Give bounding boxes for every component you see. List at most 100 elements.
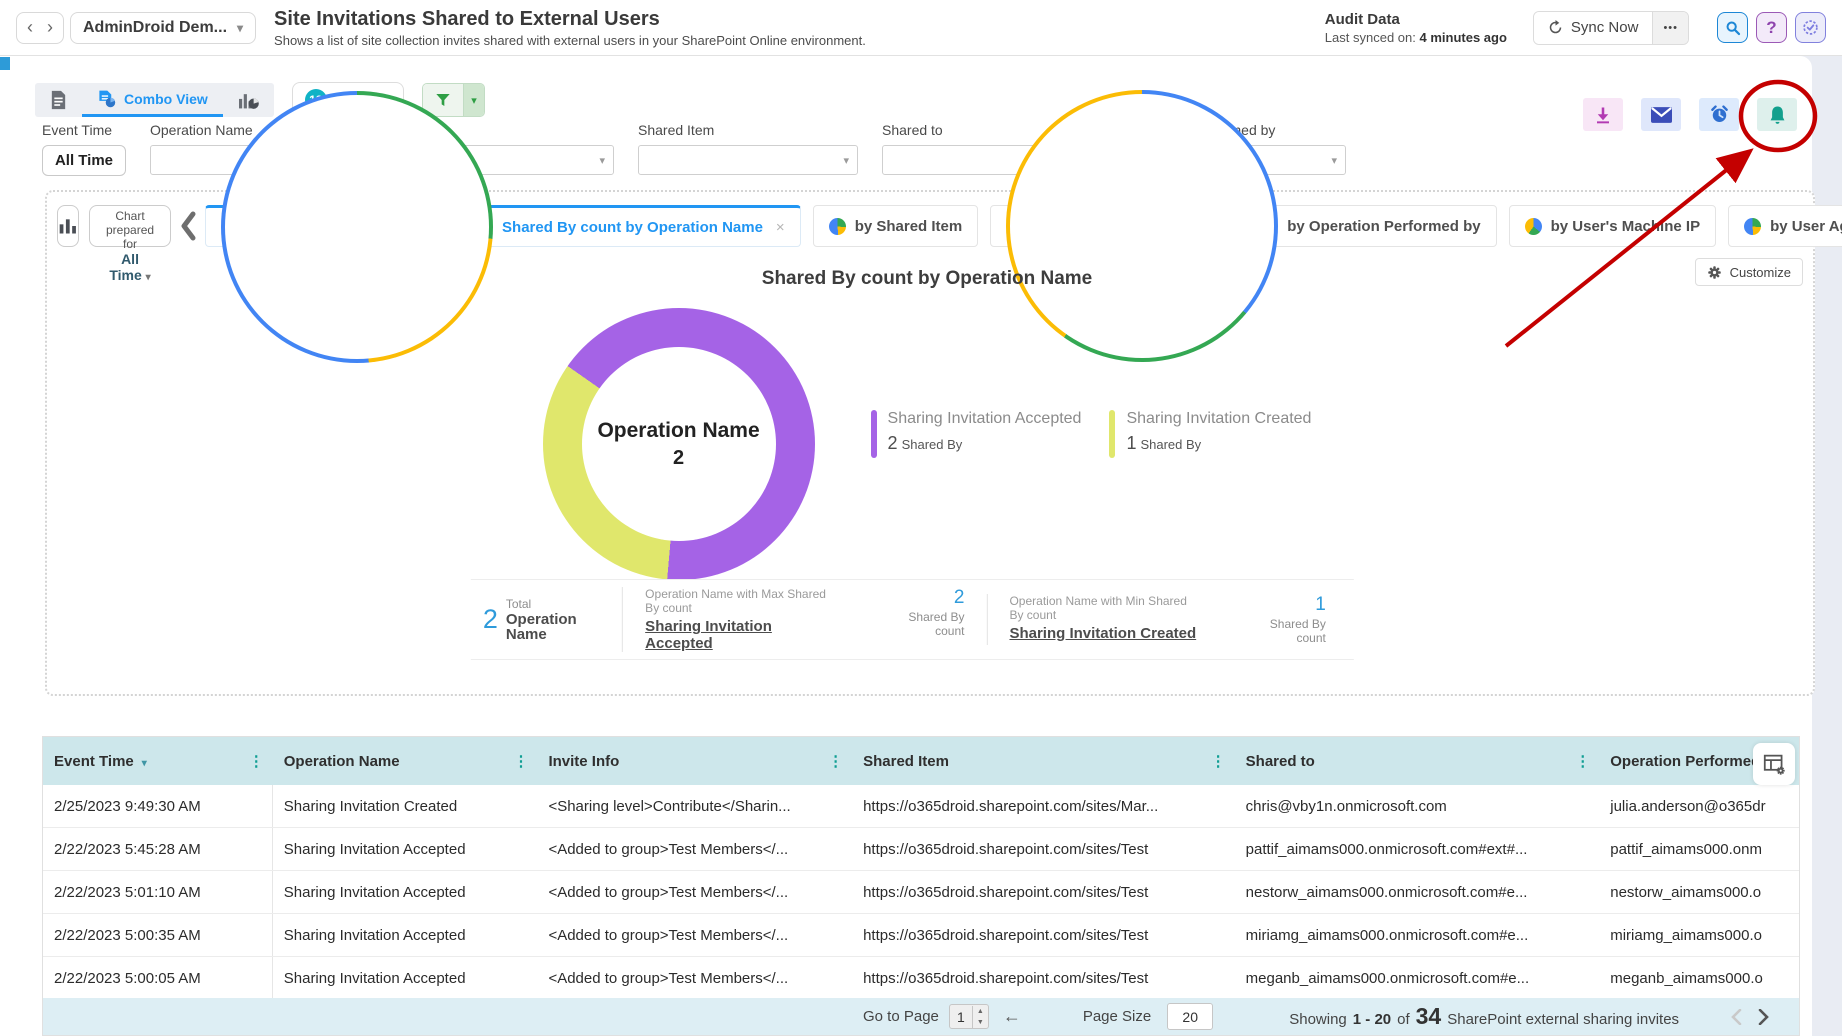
chart-carousel-left-button[interactable] [179, 211, 197, 241]
schedule-button[interactable] [1699, 98, 1739, 131]
chart-list-button[interactable] [57, 205, 79, 247]
combo-view-tab[interactable]: Combo View [82, 83, 223, 117]
page-number-value: 1 [949, 1008, 972, 1025]
chevron-down-icon: ▾ [237, 20, 244, 35]
filter-event-time: Event Time All Time [42, 122, 126, 176]
event-time-filter-button[interactable]: All Time [42, 145, 126, 176]
refresh-icon [1549, 20, 1562, 34]
sync-more-options-button[interactable]: ••• [1652, 11, 1688, 44]
chevron-down-icon: ▾ [471, 94, 477, 107]
column-menu-icon[interactable]: ⋮ [513, 753, 529, 770]
task-status-button[interactable] [1795, 12, 1826, 43]
column-menu-icon[interactable]: ⋮ [1575, 753, 1591, 770]
step-up-icon[interactable]: ▲ [976, 1007, 984, 1015]
donut-chart-icon [221, 91, 494, 363]
column-menu-icon[interactable]: ⋮ [1210, 753, 1226, 770]
chart-tab-by-users-machine-ip[interactable]: by User's Machine IP [1508, 205, 1717, 247]
help-button[interactable]: ? [1756, 12, 1787, 43]
report-action-icons [1583, 98, 1797, 131]
page-number-stepper[interactable]: 1 ▲ ▼ [948, 1004, 989, 1029]
chevron-right-icon [1758, 1008, 1769, 1025]
entity-label: SharePoint external sharing invites [1447, 1011, 1680, 1028]
chevron-left-icon [181, 211, 196, 241]
results-table: Event Time ▾ ⋮ Operation Name ⋮ Invite Inf… [42, 736, 1800, 1036]
view-mode-tabs: Combo View [35, 83, 274, 117]
table-row[interactable]: 2/25/2023 9:49:30 AM Sharing Invitation … [43, 785, 1799, 828]
table-row[interactable]: 2/22/2023 5:00:05 AM Sharing Invitation … [43, 957, 1799, 1000]
close-icon[interactable]: × [775, 218, 785, 236]
filter-shared-to: Shared to ▾ [882, 122, 1102, 176]
chart-tab-by-operation-performed-by[interactable]: by Operation Performed by [990, 90, 1497, 362]
check-circle-icon [1803, 20, 1818, 35]
alerts-bell-button[interactable] [1757, 98, 1797, 131]
back-icon[interactable]: ‹ [27, 17, 33, 37]
summary-max-name-link[interactable]: Sharing Invitation Accepted [645, 618, 772, 652]
page-size-input[interactable] [1167, 1003, 1214, 1030]
previous-page-button[interactable] [1731, 1008, 1742, 1025]
summary-min-group: Operation Name with Min Shared By count … [986, 594, 1347, 645]
workspace-name: AdminDroid Dem... [83, 18, 228, 36]
go-to-page-submit-icon[interactable]: ← [1002, 1006, 1021, 1026]
column-header-shared-item[interactable]: Shared Item ⋮ [852, 737, 1235, 785]
export-download-button[interactable] [1583, 98, 1623, 131]
showing-summary: Showing 1 - 20 of 34 SharePoint external… [1289, 1003, 1680, 1029]
table-row[interactable]: 2/22/2023 5:45:28 AM Sharing Invitation … [43, 828, 1799, 871]
column-settings-button[interactable] [1753, 743, 1795, 785]
column-header-operation-performed-by[interactable]: Operation Performed by [1610, 752, 1782, 770]
sync-now-split-button: Sync Now ••• [1532, 10, 1689, 45]
filter-button[interactable] [423, 84, 464, 116]
column-header-invite-info[interactable]: Invite Info ⋮ [537, 737, 852, 785]
search-button[interactable] [1717, 12, 1748, 43]
history-nav: ‹ › [16, 11, 64, 44]
column-header-shared-to[interactable]: Shared to ⋮ [1235, 737, 1600, 785]
shared-item-select[interactable]: ▾ [638, 145, 858, 175]
bar-chart-icon [59, 219, 76, 234]
table-row[interactable]: 2/22/2023 5:01:10 AM Sharing Invitation … [43, 871, 1799, 914]
chart-summary-strip: 2 Total Operation Name Operation Name wi… [470, 579, 1354, 660]
legend-item[interactable]: Sharing Invitation Accepted 2 Shared By [870, 410, 1082, 458]
chart-prepared-for-button[interactable]: Chart prepared for All Time ▾ [89, 205, 172, 283]
legend-series-name: Sharing Invitation Accepted [887, 410, 1082, 427]
table-pager-bar: Go to Page 1 ▲ ▼ ← Page Size Showing 1 -… [43, 998, 1799, 1035]
chevron-down-icon: ▾ [843, 154, 849, 167]
summary-min-name-link[interactable]: Sharing Invitation Created [1009, 625, 1197, 642]
table-view-tab[interactable] [35, 83, 82, 117]
chart-tab-by-user-agent-info[interactable]: by User Agent Info [1728, 205, 1842, 247]
bar-pie-chart-icon [238, 93, 259, 109]
prepared-for-value: All Time [109, 251, 142, 283]
chart-tab-active[interactable]: Shared By count by Operation Name × [205, 91, 801, 363]
table-row[interactable]: 2/22/2023 5:00:35 AM Sharing Invitation … [43, 914, 1799, 957]
pie-chart-icon [1524, 217, 1542, 235]
column-menu-icon[interactable]: ⋮ [248, 753, 264, 770]
step-down-icon[interactable]: ▼ [976, 1018, 984, 1026]
forward-icon[interactable]: › [47, 17, 53, 37]
sync-now-button[interactable]: Sync Now [1533, 11, 1653, 44]
page-size-label: Page Size [1082, 1008, 1152, 1025]
column-header-operation-name[interactable]: Operation Name ⋮ [273, 737, 538, 785]
chart-tab-by-shared-item[interactable]: by Shared Item [812, 205, 979, 247]
chart-tab-bar: Chart prepared for All Time ▾ Shared By … [57, 90, 1842, 363]
filter-label: Event Time [42, 122, 113, 138]
filter-options-button[interactable]: ▾ [463, 84, 484, 116]
donut-center-value: 2 [672, 446, 685, 469]
chevron-down-icon: ▾ [599, 154, 605, 167]
chart-body: Operation Name 2 Sharing Invitation Acce… [47, 308, 1807, 580]
donut-chart[interactable]: Operation Name 2 [542, 308, 815, 580]
goto-page-label: Go to Page [863, 1008, 939, 1025]
chevron-left-icon [1731, 1008, 1742, 1025]
last-synced-text: Last synced on: 4 minutes ago [1324, 29, 1507, 45]
audit-data-block: Audit Data Last synced on: 4 minutes ago [1325, 11, 1507, 45]
top-header-bar: ‹ › AdminDroid Dem... ▾ Site Invitations… [0, 0, 1842, 56]
chart-view-tab[interactable] [223, 83, 274, 117]
column-menu-icon[interactable]: ⋮ [828, 753, 844, 770]
chart-title: Shared By count by Operation Name [761, 268, 1093, 289]
column-header-event-time[interactable]: Event Time ▾ ⋮ [43, 737, 273, 785]
prepared-for-caption: Chart prepared for [106, 209, 155, 251]
next-page-button[interactable] [1758, 1008, 1769, 1025]
summary-min-value: 1 [1315, 594, 1326, 615]
workspace-selector[interactable]: AdminDroid Dem... ▾ [70, 11, 257, 44]
legend-item[interactable]: Sharing Invitation Created 1 Shared By [1109, 410, 1311, 458]
email-report-button[interactable] [1641, 98, 1681, 131]
legend-series-value: 1 [1126, 433, 1137, 453]
donut-chart-icon [1006, 90, 1279, 362]
